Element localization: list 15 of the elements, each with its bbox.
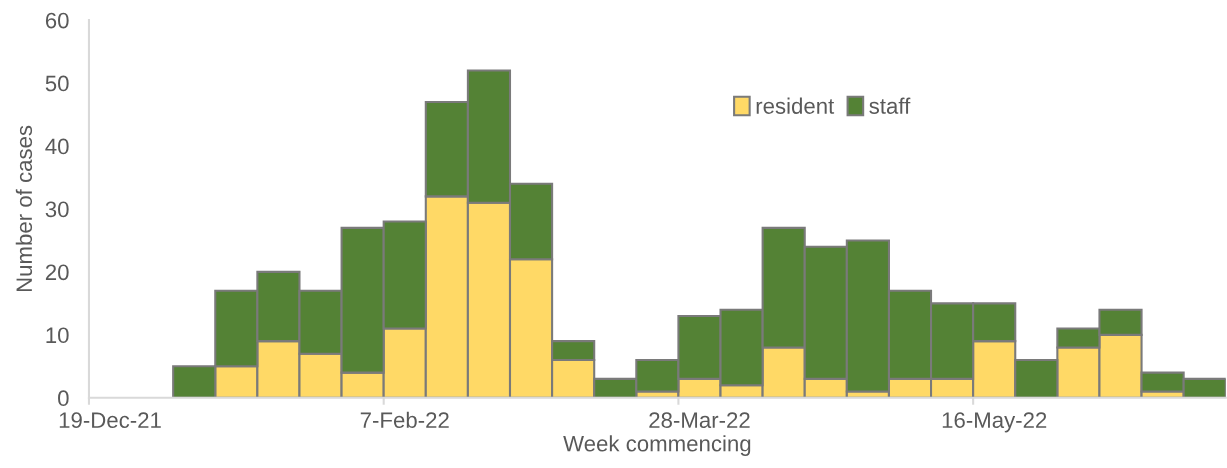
legend-label: staff xyxy=(869,97,911,114)
y-tick-label: 50 xyxy=(45,75,69,92)
x-axis-title: Week commencing xyxy=(563,435,751,456)
legend-label: resident xyxy=(756,97,835,114)
y-tick-label: 0 xyxy=(58,390,69,407)
x-tick-label: 19-Dec-21 xyxy=(59,412,161,429)
x-tick-label: 28-Mar-22 xyxy=(649,412,750,429)
y-tick-label: 60 xyxy=(45,12,69,29)
y-tick-label: 30 xyxy=(45,201,69,218)
x-tick-label: 7-Feb-22 xyxy=(360,411,449,429)
y-tick-label: 20 xyxy=(45,264,69,281)
y-tick-label: 40 xyxy=(45,138,69,155)
y-tick-label: 10 xyxy=(46,327,69,344)
x-tick-label: 16-May-22 xyxy=(942,412,1047,433)
y-axis-title: Number of cases xyxy=(15,125,33,292)
